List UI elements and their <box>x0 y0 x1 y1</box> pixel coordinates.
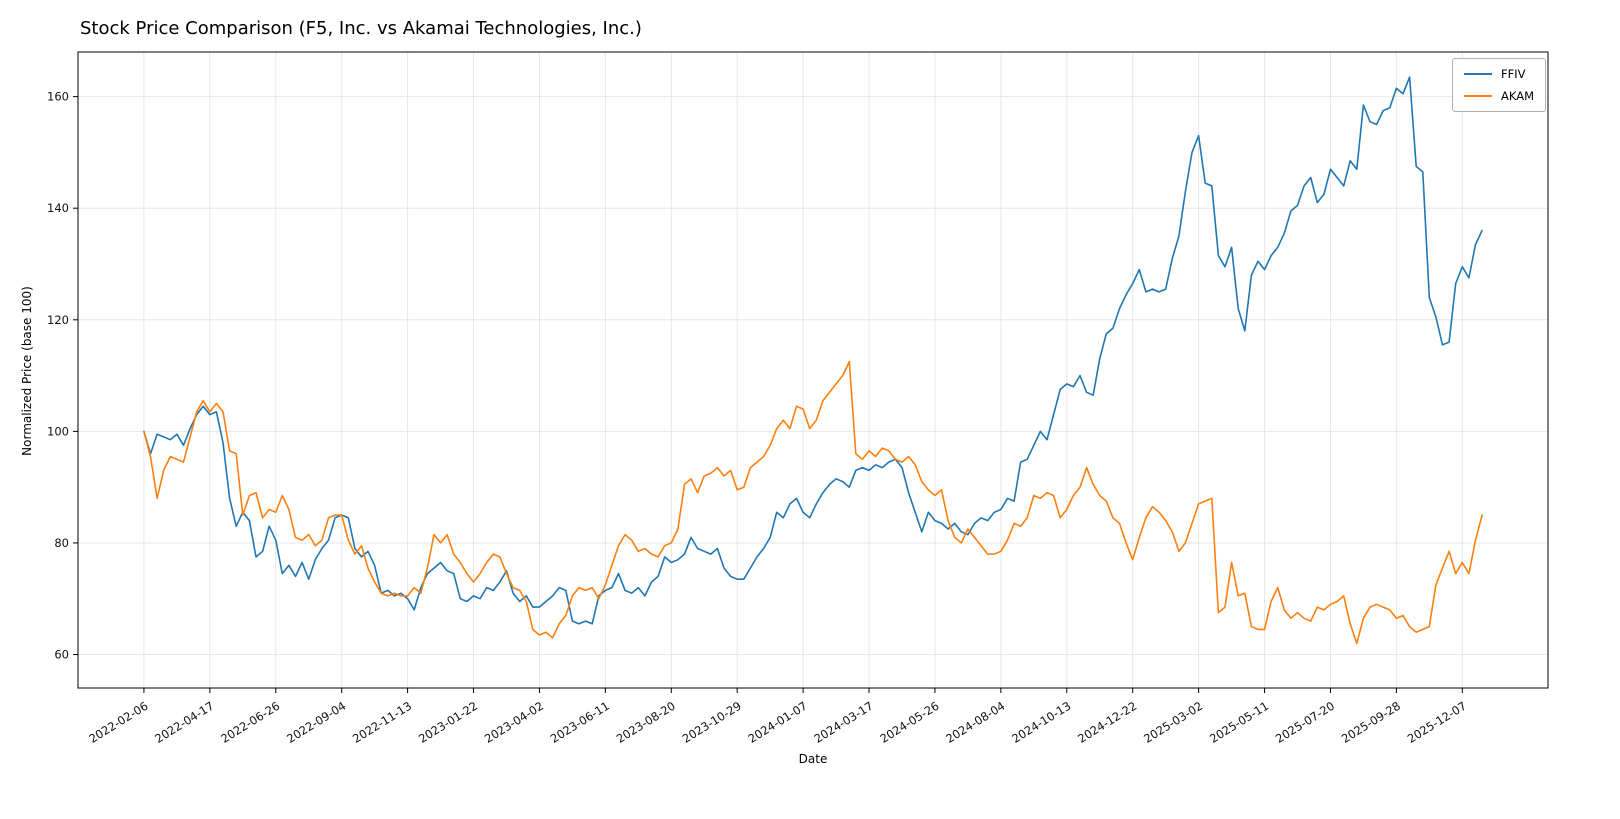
legend-entry-akam: AKAM <box>1464 89 1534 103</box>
legend-line-akam-icon <box>1464 95 1492 97</box>
legend: FFIV AKAM <box>1452 58 1546 112</box>
legend-entry-ffiv: FFIV <box>1464 67 1534 81</box>
x-tick-label: 2022-09-04 <box>284 699 348 746</box>
y-tick-label: 120 <box>47 313 69 327</box>
legend-label-akam: AKAM <box>1501 89 1534 103</box>
x-tick-label: 2025-07-20 <box>1273 699 1337 746</box>
x-tick-label: 2024-08-04 <box>943 699 1007 746</box>
x-tick-label: 2022-06-26 <box>218 699 282 746</box>
x-tick-label: 2025-05-11 <box>1207 699 1271 746</box>
chart-title: Stock Price Comparison (F5, Inc. vs Akam… <box>80 18 642 39</box>
x-tick-label: 2024-12-22 <box>1075 699 1139 746</box>
x-tick-label: 2025-12-07 <box>1405 699 1469 746</box>
y-tick-label: 60 <box>54 648 69 662</box>
y-tick-label: 100 <box>47 424 69 438</box>
legend-label-ffiv: FFIV <box>1501 67 1526 81</box>
x-tick-label: 2025-03-02 <box>1141 699 1205 746</box>
legend-line-ffiv-icon <box>1464 73 1492 75</box>
x-tick-label: 2022-04-17 <box>152 699 216 746</box>
y-tick-label: 140 <box>47 201 69 215</box>
x-tick-label: 2022-11-13 <box>350 699 414 746</box>
x-tick-label: 2024-10-13 <box>1009 699 1073 746</box>
y-axis-label: Normalized Price (base 100) <box>20 286 34 456</box>
x-tick-label: 2023-08-20 <box>614 699 678 746</box>
y-tick-label: 80 <box>54 536 69 550</box>
x-axis-label: Date <box>798 752 828 766</box>
x-tick-label: 2024-01-07 <box>746 699 810 746</box>
x-tick-label: 2023-06-11 <box>548 699 612 746</box>
x-tick-label: 2022-02-06 <box>86 699 150 746</box>
series-line-akam <box>143 360 1483 645</box>
x-tick-label: 2023-01-22 <box>416 699 480 746</box>
x-tick-label: 2023-10-29 <box>680 699 744 746</box>
series-line-ffiv <box>143 76 1483 625</box>
x-tick-label: 2025-09-28 <box>1339 699 1403 746</box>
y-tick-label: 160 <box>47 90 69 104</box>
x-tick-label: 2023-04-02 <box>482 699 546 746</box>
x-tick-label: 2024-03-17 <box>812 699 876 746</box>
x-tick-label: 2024-05-26 <box>877 699 941 746</box>
axes-frame <box>77 51 1549 689</box>
